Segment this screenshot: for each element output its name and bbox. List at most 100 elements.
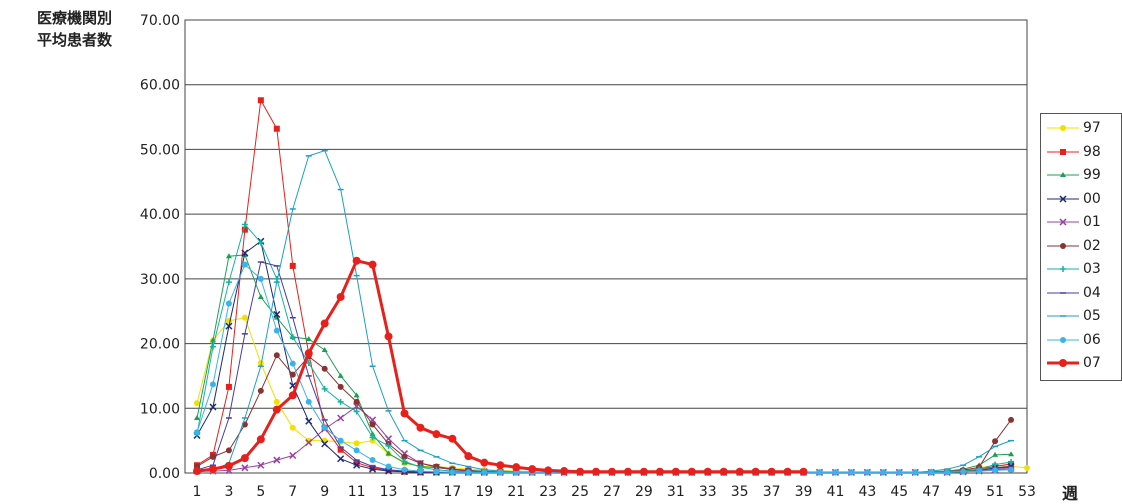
data-point [369,421,376,428]
x-tick-label: 21 [507,484,525,500]
data-point [385,442,392,449]
legend-item-97: 97 [1045,118,1101,138]
data-point [321,365,328,372]
x-ticks: 1 3 5 7 9 11 13 15 17 19 21 23 25 27 29 31 33 35 37 39 41 43 4… [193,484,1036,500]
data-point [655,467,664,476]
data-point [273,456,281,464]
data-point [703,467,712,476]
y-ticks: 0.00 10.00 20.00 30.00 40.00 50.00 60.00 70.00 [140,13,180,482]
data-point [623,467,632,476]
data-point [353,461,361,469]
x-tick-label: 51 [986,484,1004,500]
data-point [1008,416,1015,423]
x-tick-label: 39 [795,484,813,500]
legend-swatch [1047,291,1079,294]
data-point [992,467,999,474]
legend-swatch [1047,266,1079,272]
data-point [209,453,216,460]
data-point [401,458,408,465]
data-point [305,398,312,405]
x-tick-label: 15 [412,484,430,500]
data-point [257,461,265,469]
data-point [194,429,200,436]
x-tick-label: 35 [731,484,749,500]
data-point [208,465,217,474]
data-point [225,447,232,454]
data-point [719,467,728,476]
data-point [639,467,648,476]
legend-item-98: 98 [1045,142,1101,162]
data-point [194,400,200,407]
legend-item-04: 04 [1045,283,1101,303]
data-point [497,469,504,476]
data-point [928,469,935,476]
data-point [241,314,248,321]
legend-label: 06 [1083,331,1101,348]
data-point [384,332,393,341]
data-point [305,439,313,447]
data-point [321,385,328,392]
data-point [337,383,344,390]
data-point [305,336,312,342]
data-point [241,221,248,228]
data-point [321,424,328,431]
series-06 [194,261,1015,476]
legend-swatch [1047,172,1079,177]
x-tick-label: 47 [922,484,940,500]
data-point [544,466,553,475]
data-point [352,256,361,265]
x-tick-label: 31 [667,484,685,500]
data-point [241,261,248,268]
data-point [767,467,776,476]
series-line-02 [196,354,1012,473]
data-point [816,469,823,476]
legend-swatch [1047,125,1079,131]
legend-label: 00 [1083,190,1101,207]
y-tick-label: 10.00 [140,401,180,417]
data-point [256,435,265,444]
series-98 [194,97,1015,476]
x-tick-label: 53 [1018,484,1036,500]
data-point [273,398,280,405]
data-point [368,260,377,269]
legend-item-01: 01 [1045,212,1101,232]
legend-label: 04 [1083,284,1101,301]
data-point [401,453,408,460]
data-point [289,424,296,431]
x-tick-label: 45 [890,484,908,500]
data-point [608,467,616,476]
data-point [289,360,296,367]
data-point [353,459,360,466]
y-tick-label: 20.00 [140,337,180,353]
legend-swatch [1047,194,1079,203]
data-point [432,430,441,439]
data-point [337,455,345,463]
data-point [1060,125,1066,131]
x-tick-label: 25 [571,484,589,500]
legend-item-06: 06 [1045,330,1101,350]
series-line-97 [196,317,1028,473]
legend-swatch [1047,218,1079,226]
data-point [225,383,232,390]
data-point [1059,359,1067,367]
legend-item-02: 02 [1045,236,1101,256]
data-point [417,468,424,475]
data-point [385,435,393,443]
data-point [289,262,296,269]
x-tick-label: 29 [635,484,653,500]
data-point [992,461,999,468]
series-line-01 [197,405,1012,473]
legend-label: 99 [1083,167,1101,183]
x-axis-label: 週 [1062,484,1079,503]
legend-item-00: 00 [1045,189,1101,209]
data-point [385,463,392,470]
data-point [305,359,312,366]
data-point [1008,458,1015,465]
x-tick-label: 37 [763,484,781,500]
data-point [448,434,457,443]
data-point [944,469,951,476]
x-tick-label: 27 [603,484,621,500]
legend-item-05: 05 [1045,306,1101,326]
data-point [416,423,425,432]
